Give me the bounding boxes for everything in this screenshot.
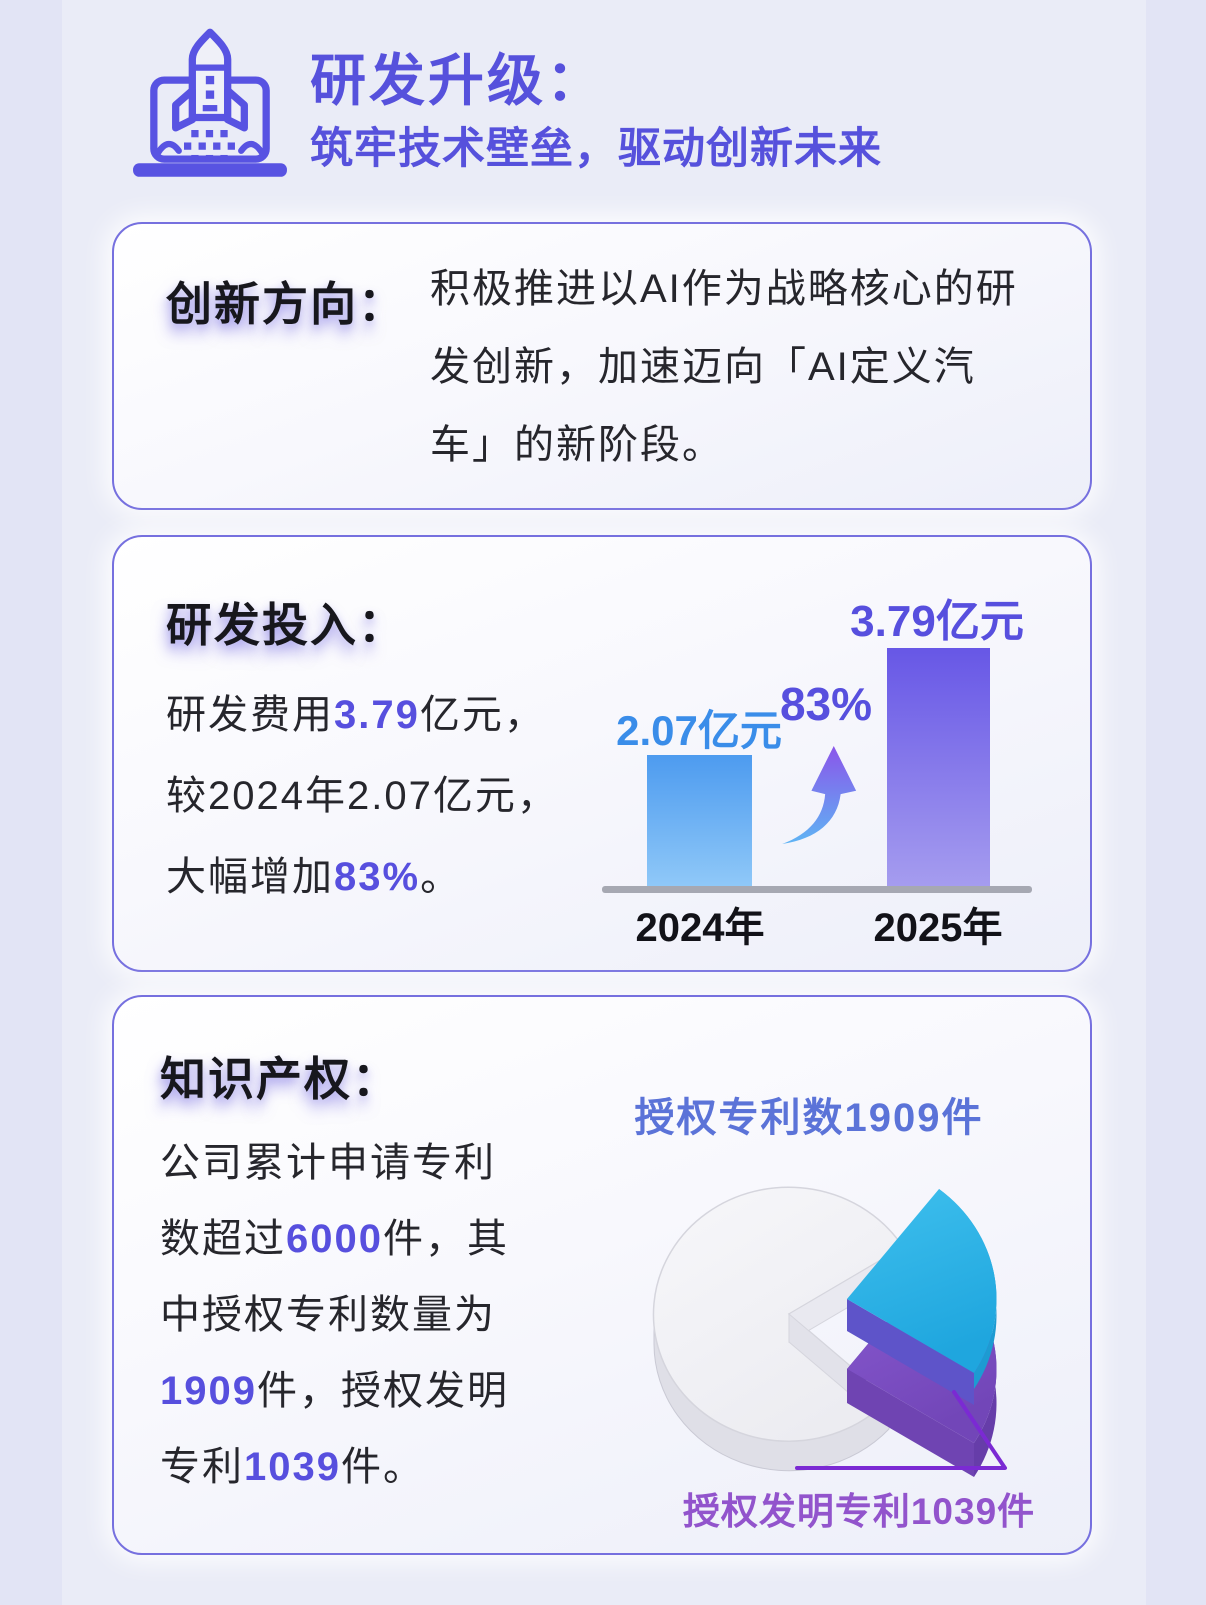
pie-slice-granted-front-face bbox=[847, 1299, 974, 1405]
x-axis-label-2024: 2024年 bbox=[635, 906, 765, 950]
rd-body: 研发费用3.79亿元， 较2024年2.07亿元， 大幅增加83%。 bbox=[166, 693, 559, 899]
page-left-margin-strip bbox=[0, 0, 62, 1605]
innovation-body: 积极推进以AI作为战略核心的研 发创新，加速迈向「AI定义汽 车」的新阶段。 bbox=[430, 267, 1018, 467]
x-axis-baseline bbox=[602, 886, 1032, 893]
pie-slice-invention-bottom-face bbox=[847, 1369, 974, 1477]
card-innovation: 创新方向： 积极推进以AI作为战略核心的研 发创新，加速迈向「AI定义汽 车」的… bbox=[112, 222, 1092, 510]
page-subtitle: 筑牢技术壁垒，驱动创新未来 bbox=[310, 125, 882, 173]
x-axis-label-2025: 2025年 bbox=[873, 906, 1003, 950]
page-title: 研发升级： bbox=[310, 49, 605, 112]
rocket-launch-laptop-icon bbox=[133, 28, 287, 177]
pie-slice-granted-top bbox=[847, 1189, 997, 1373]
growth-percentage-label: 83% bbox=[779, 678, 873, 730]
pie-chart bbox=[652, 1186, 1007, 1477]
card-intellectual-property: 知识产权： 公司累计申请专利 数超过6000件，其 中授权专利数量为 1909件… bbox=[112, 995, 1092, 1555]
bar-2025-value-label: 3.79亿元 bbox=[850, 597, 1024, 646]
ip-body: 公司累计申请专利 数超过6000件，其 中授权专利数量为 1909件，授权发明 … bbox=[160, 1141, 509, 1489]
bar-2024-value-label: 2.07亿元 bbox=[616, 707, 782, 754]
ip-title: 知识产权： bbox=[160, 1053, 400, 1105]
rd-title: 研发投入： bbox=[166, 599, 406, 651]
pie-invention-label: 授权发明专利1039件 bbox=[682, 1491, 1036, 1532]
pie-callout-line bbox=[795, 1390, 1007, 1470]
growth-arrow-icon bbox=[782, 746, 857, 845]
bar-2025 bbox=[887, 648, 990, 886]
page-right-margin-strip bbox=[1146, 0, 1206, 1605]
bar-2024 bbox=[647, 755, 752, 886]
card-rd-investment: 研发投入： 研发费用3.79亿元， 较2024年2.07亿元， 大幅增加83%。… bbox=[112, 535, 1092, 972]
innovation-title: 创新方向： bbox=[166, 278, 406, 330]
pie-total-label: 授权专利数1909件 bbox=[634, 1096, 984, 1140]
